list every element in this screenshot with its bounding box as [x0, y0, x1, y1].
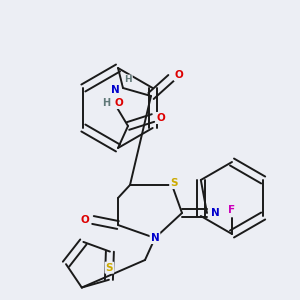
Text: O: O	[81, 215, 89, 225]
Text: S: S	[170, 178, 178, 188]
Text: H: H	[102, 98, 110, 108]
Text: F: F	[228, 205, 236, 215]
Text: O: O	[157, 113, 165, 123]
Text: N: N	[211, 208, 219, 218]
Text: O: O	[115, 98, 123, 108]
Text: N: N	[151, 233, 159, 243]
Text: O: O	[175, 70, 183, 80]
Text: N: N	[111, 85, 119, 95]
Text: S: S	[106, 263, 113, 273]
Text: H: H	[124, 76, 132, 85]
